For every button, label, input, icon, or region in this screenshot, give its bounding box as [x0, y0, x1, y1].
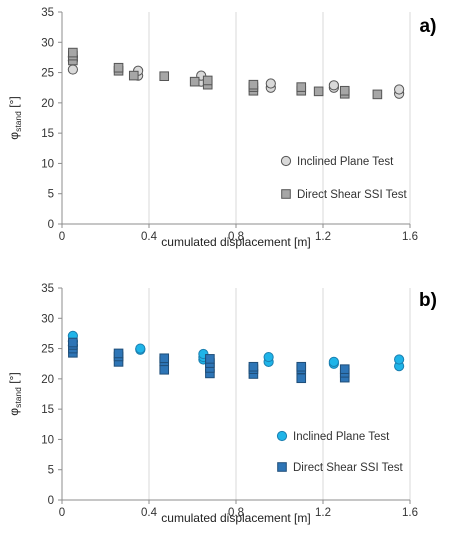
- data-point-square: [159, 71, 170, 82]
- x-tick-label: 1.6: [402, 231, 418, 243]
- data-point-circle: [67, 64, 78, 75]
- y-axis-title: φstand [°]: [7, 96, 23, 139]
- data-point-circle: [265, 78, 276, 89]
- legend-label: Direct Shear SSI Test: [293, 462, 404, 474]
- y-tick-label: 20: [41, 374, 54, 386]
- data-point-square: [113, 348, 124, 359]
- data-point-circle: [394, 84, 405, 95]
- legend-marker-circle: [280, 155, 292, 167]
- y-tick-label: 25: [41, 68, 54, 80]
- data-point-square: [372, 89, 383, 100]
- chart-panel-2: 0 5 10 15 20 25 30 35 0 0.4 0.8 1.2 1.6 cumulated dis…: [7, 283, 437, 525]
- y-tick-label: 35: [41, 7, 54, 19]
- data-point-square: [313, 86, 324, 97]
- series-direct-shear: [68, 337, 350, 384]
- y-axis-title-symbol: φ: [7, 132, 21, 140]
- y-tick-label: 0: [48, 495, 54, 507]
- data-point-square: [68, 47, 78, 58]
- data-point-square: [339, 364, 350, 374]
- x-tick-label: 1.2: [315, 231, 331, 243]
- x-tick-label: 0.4: [141, 231, 158, 243]
- x-axis-title: cumulated displacement [m]: [161, 511, 310, 525]
- data-point-square: [339, 85, 350, 96]
- y-axis-title-unit: [°]: [7, 372, 21, 387]
- x-axis-title: cumulated displacement [m]: [161, 235, 310, 249]
- y-tick-label: 10: [41, 158, 54, 170]
- legend: Inclined Plane Test Direct Shear SSI Test: [280, 155, 408, 201]
- data-point-square: [248, 79, 259, 90]
- data-point-square: [159, 364, 170, 375]
- x-tick-label: 0.4: [141, 507, 158, 519]
- x-tick-label: 0: [59, 507, 65, 519]
- chart-panel-1: 0 5 10 15 20 25 30 35 0 0.4 0.8 1.2 1.6 cumulated dis…: [7, 7, 436, 249]
- y-tick-label: 5: [48, 189, 54, 201]
- y-tick-label: 25: [41, 344, 54, 356]
- legend-marker-circle: [276, 430, 288, 442]
- data-point-square: [296, 82, 307, 92]
- legend-label: Inclined Plane Test: [297, 156, 394, 168]
- y-axis-title-subscript: stand: [13, 111, 23, 132]
- data-point-square: [113, 62, 124, 73]
- legend-label: Direct Shear SSI Test: [297, 189, 408, 201]
- data-point-circle: [328, 356, 339, 367]
- data-point-circle: [394, 354, 405, 365]
- y-tick-label: 0: [48, 219, 54, 231]
- y-tick-label: 15: [41, 128, 54, 140]
- legend: Inclined Plane Test Direct Shear SSI Test: [276, 430, 404, 474]
- y-tick-label: 5: [48, 465, 54, 477]
- y-axis-title-symbol: φ: [7, 408, 21, 416]
- legend-label: Inclined Plane Test: [293, 431, 390, 443]
- data-point-square: [189, 76, 200, 87]
- data-point-square: [128, 70, 139, 81]
- x-tick-label: 0.8: [228, 507, 244, 519]
- data-point-square: [296, 361, 307, 372]
- data-point-circle: [328, 80, 339, 91]
- y-tick-label: 20: [41, 98, 54, 110]
- data-point-square: [296, 373, 307, 384]
- data-point-square: [205, 354, 215, 364]
- series-direct-shear: [68, 47, 383, 100]
- x-tick-label: 0.8: [228, 231, 244, 243]
- x-tick-label: 1.2: [315, 507, 331, 519]
- data-point-circle: [135, 343, 146, 354]
- data-point-square: [202, 75, 213, 86]
- y-tick-label: 15: [41, 404, 54, 416]
- data-point-square: [159, 353, 170, 364]
- x-tick-label: 1.6: [402, 507, 418, 519]
- panel-label: a): [420, 16, 437, 37]
- x-tick-label: 0: [59, 231, 65, 243]
- y-tick-label: 10: [41, 434, 54, 446]
- data-point-circle: [263, 351, 274, 363]
- y-tick-label: 30: [41, 37, 54, 49]
- y-tick-label: 35: [41, 283, 54, 295]
- y-axis-title-subscript: stand: [13, 387, 23, 408]
- data-point-square: [248, 361, 259, 372]
- y-axis-title: φstand [°]: [7, 372, 23, 415]
- legend-marker-square: [281, 189, 291, 199]
- legend-marker-square: [277, 462, 287, 472]
- panel-label: b): [419, 290, 437, 311]
- data-point-square: [68, 337, 78, 348]
- y-tick-label: 30: [41, 313, 54, 325]
- y-axis-title-unit: [°]: [7, 96, 21, 111]
